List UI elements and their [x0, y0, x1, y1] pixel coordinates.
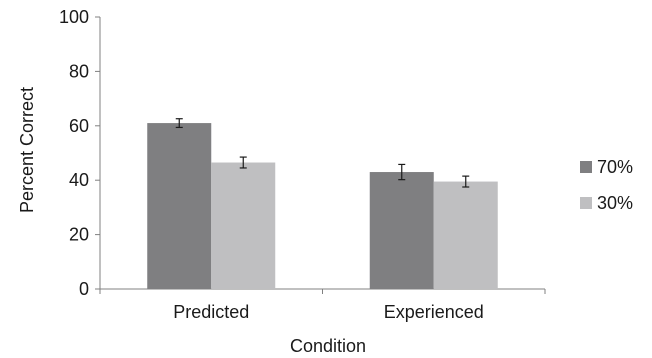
- bar: [369, 172, 434, 289]
- x-tick-label: Experienced: [384, 302, 484, 322]
- x-tick-label: Predicted: [173, 302, 249, 322]
- legend-swatch: [580, 161, 592, 173]
- y-tick-label: 100: [59, 7, 89, 27]
- y-tick-label: 80: [69, 61, 89, 81]
- bar: [147, 123, 212, 289]
- legend-label: 70%: [597, 157, 633, 177]
- legend-label: 30%: [597, 193, 633, 213]
- y-tick-label: 0: [79, 279, 89, 299]
- bar: [211, 162, 276, 289]
- x-axis-title: Condition: [290, 336, 366, 356]
- legend: 70% 30%: [580, 157, 633, 213]
- legend-swatch: [580, 197, 592, 209]
- error-bars: [175, 118, 470, 188]
- x-axis: Predicted Experienced: [99, 288, 546, 322]
- y-axis: 0 20 40 60 80 100: [59, 7, 101, 299]
- y-tick-label: 60: [69, 116, 89, 136]
- bar: [433, 181, 498, 289]
- bars: [147, 123, 498, 289]
- y-tick-label: 40: [69, 170, 89, 190]
- y-tick-label: 20: [69, 225, 89, 245]
- y-axis-title: Percent Correct: [17, 87, 37, 213]
